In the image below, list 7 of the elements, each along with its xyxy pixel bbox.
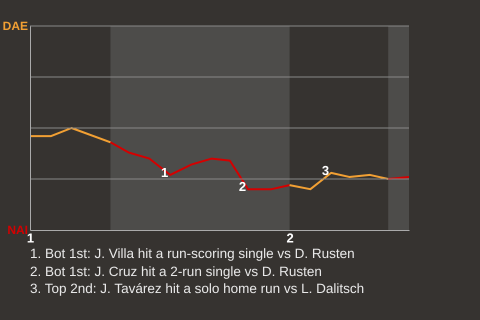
text: NAI [7,223,28,237]
text: 3. Top 2nd: J. Tavárez hit a solo home run vs L. Dalitsch [30,280,364,298]
annotation: 3 [322,162,330,178]
annotation: 2 [238,179,246,194]
text: 1. Bot 1st: J. Villa hit a run-scoring single vs D. Rusten [30,245,356,262]
text: 2. Bot 1st: J. Cruz hit a 2-run single vs D. Rusten [30,262,323,280]
text: DAE [2,19,28,33]
